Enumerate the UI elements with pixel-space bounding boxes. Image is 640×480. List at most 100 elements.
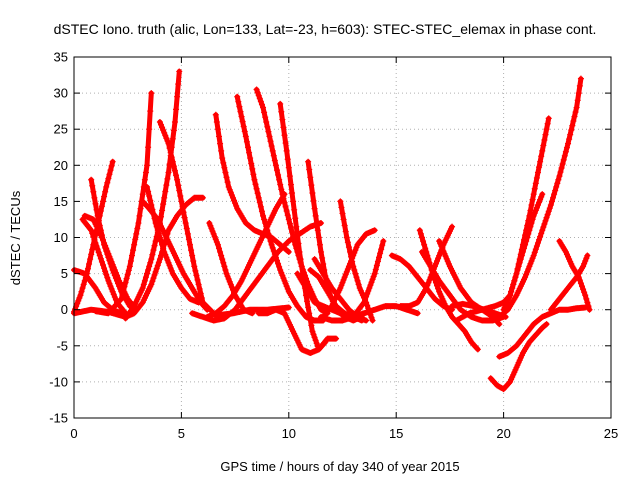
data-point-marker (267, 238, 274, 245)
data-point-marker (555, 176, 562, 183)
y-tick-label: -5 (56, 338, 68, 353)
data-point-marker (173, 172, 180, 179)
data-point-marker (363, 293, 370, 300)
data-point-marker (523, 238, 530, 245)
data-point-marker (144, 183, 151, 190)
data-point-marker (511, 277, 518, 284)
data-point-marker (580, 263, 587, 270)
data-point-marker (531, 210, 538, 217)
data-point-marker (227, 281, 234, 288)
data-point-marker (435, 285, 442, 292)
data-point-marker (508, 288, 515, 295)
data-point-marker (353, 274, 360, 281)
data-point-marker (226, 278, 233, 285)
data-point-marker (103, 183, 110, 190)
data-point-marker (148, 281, 155, 288)
data-point-marker (193, 272, 200, 279)
data-point-marker (308, 182, 315, 189)
data-point-marker (528, 202, 535, 209)
data-point-marker (278, 108, 285, 115)
data-point-marker (159, 241, 166, 248)
data-point-marker (254, 89, 261, 96)
data-point-marker (305, 304, 312, 311)
data-point-marker (255, 92, 262, 99)
data-point-marker (280, 275, 287, 282)
data-point-marker (190, 257, 197, 264)
data-point-marker (92, 239, 99, 246)
data-point-marker (191, 263, 198, 270)
data-point-marker (253, 86, 260, 93)
data-point-marker (104, 179, 111, 186)
data-point-marker (527, 260, 534, 267)
data-point-marker (122, 279, 129, 286)
data-point-marker (212, 236, 219, 243)
data-point-marker (154, 262, 161, 269)
data-point-marker (98, 234, 105, 241)
data-point-marker (583, 255, 590, 262)
data-point-marker (153, 265, 160, 272)
data-point-marker (534, 239, 541, 246)
data-point-marker (341, 222, 348, 229)
data-point-marker (176, 68, 183, 75)
data-point-marker (265, 128, 272, 135)
data-point-marker (89, 246, 96, 253)
data-point-marker (312, 212, 319, 219)
data-point-marker (144, 270, 151, 277)
data-point-marker (149, 278, 156, 285)
data-point-marker (306, 166, 313, 173)
data-point-marker (539, 191, 546, 198)
data-point-marker (273, 257, 280, 264)
data-point-marker (435, 255, 442, 262)
data-point-marker (286, 173, 293, 180)
series-8 (122, 68, 183, 322)
data-point-marker (284, 156, 291, 163)
data-point-marker (538, 193, 545, 200)
y-tick-label: 35 (54, 50, 68, 65)
series-37 (496, 75, 584, 320)
data-point-marker (342, 228, 349, 235)
data-point-marker (84, 265, 91, 272)
data-point-marker (367, 282, 374, 289)
data-point-marker (218, 147, 225, 154)
data-point-marker (167, 265, 174, 272)
data-point-marker (224, 179, 231, 186)
data-point-marker (88, 251, 95, 258)
data-point-marker (309, 328, 316, 335)
data-point-marker (227, 189, 234, 196)
data-point-marker (96, 252, 103, 259)
data-point-marker (287, 224, 294, 231)
y-tick-label: 30 (54, 86, 68, 101)
data-point-marker (78, 288, 85, 295)
data-point-marker (434, 257, 441, 264)
data-point-marker (225, 183, 232, 190)
data-point-marker (145, 188, 152, 195)
data-point-marker (106, 253, 113, 260)
data-point-marker (542, 131, 549, 138)
data-point-marker (519, 248, 526, 255)
data-point-marker (97, 255, 104, 262)
data-point-marker (296, 248, 303, 255)
data-point-marker (117, 297, 124, 304)
series-29 (388, 252, 456, 313)
data-point-marker (214, 126, 221, 133)
data-point-marker (314, 227, 321, 234)
data-point-marker (262, 114, 269, 121)
data-point-marker (196, 285, 203, 292)
data-point-marker (110, 291, 117, 298)
data-point-marker (98, 258, 105, 265)
data-point-marker (283, 208, 290, 215)
data-point-marker (88, 227, 95, 234)
data-point-marker (255, 194, 262, 201)
data-point-marker (86, 260, 93, 267)
data-point-marker (473, 345, 480, 352)
data-point-marker (279, 191, 286, 198)
data-point-marker (151, 242, 158, 249)
data-point-marker (371, 227, 378, 234)
data-point-marker (232, 200, 239, 207)
data-point-marker (101, 239, 108, 246)
x-tick-label: 5 (178, 426, 185, 441)
data-point-marker (163, 135, 170, 142)
data-point-marker (284, 248, 291, 255)
data-point-marker (530, 212, 537, 219)
data-point-marker (76, 295, 83, 302)
